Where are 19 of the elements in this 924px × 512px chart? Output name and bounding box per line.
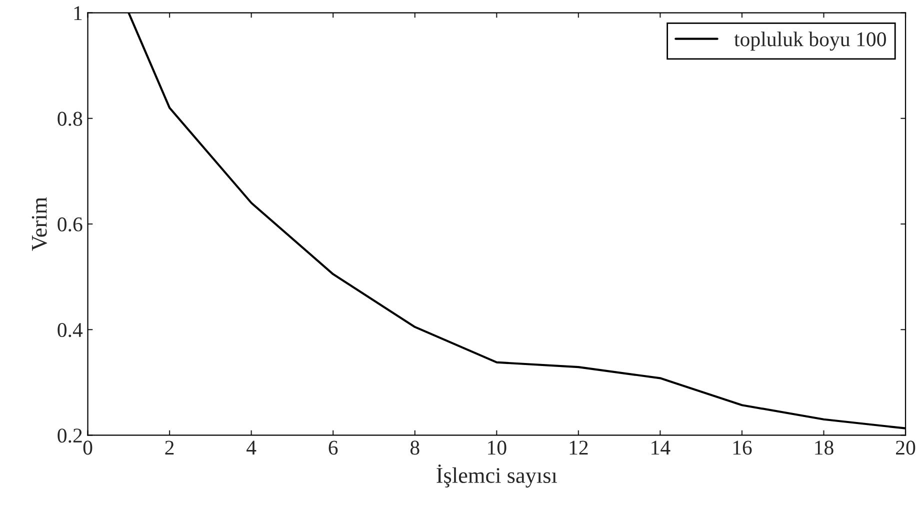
- x-tick-label: 6: [328, 440, 338, 455]
- y-tick-label: 0.8: [58, 112, 82, 126]
- x-tick-label: 0: [83, 440, 92, 455]
- x-tick-label: 12: [570, 440, 588, 455]
- y-tick-label: 0.6: [58, 217, 82, 232]
- x-tick-label: 4: [246, 440, 256, 455]
- x-tick-label: 2: [165, 440, 174, 455]
- y-axis-title: Verim: [32, 197, 47, 251]
- y-tick-label: 0.4: [58, 322, 83, 338]
- x-tick-label: 14: [652, 440, 670, 455]
- y-tick-label: 0.2: [58, 428, 82, 443]
- y-tick-label: 1: [74, 6, 82, 20]
- x-tick-label: 16: [733, 440, 752, 455]
- x-tick-label: 8: [410, 440, 420, 455]
- x-tick-label: 20: [896, 440, 916, 455]
- x-tick-label: 18: [815, 440, 834, 455]
- x-axis-title: İşlemci sayısı: [436, 464, 558, 488]
- legend-label: topluluk boyu 100: [734, 32, 886, 51]
- x-tick-label: 10: [488, 440, 506, 455]
